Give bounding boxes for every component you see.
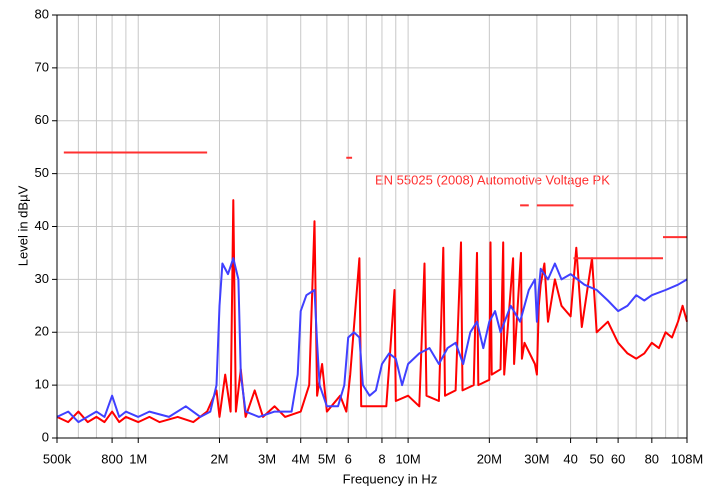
x-tick-label: 800: [101, 451, 123, 466]
x-tick-label: 40: [563, 451, 577, 466]
y-tick-label: 80: [35, 6, 49, 21]
plot-frame: [56, 14, 688, 439]
x-tick-label: 80: [645, 451, 659, 466]
x-tick-label: 10M: [395, 451, 420, 466]
x-tick-label: 4M: [292, 451, 310, 466]
x-tick-label: 3M: [258, 451, 276, 466]
x-tick-label: 2M: [210, 451, 228, 466]
y-tick-label: 10: [35, 377, 49, 392]
y-tick-label: 70: [35, 59, 49, 74]
y-tick-label: 30: [35, 271, 49, 286]
y-axis-label: Level in dBµV: [15, 185, 30, 266]
x-tick-label: 30M: [524, 451, 549, 466]
x-tick-label: 108M: [671, 451, 704, 466]
x-tick-label: 50: [590, 451, 604, 466]
y-tick-label: 40: [35, 218, 49, 233]
y-tick-label: 20: [35, 324, 49, 339]
x-tick-label: 1M: [129, 451, 147, 466]
x-tick-label: 8: [378, 451, 385, 466]
y-tick-label: 50: [35, 165, 49, 180]
x-tick-label: 5M: [318, 451, 336, 466]
x-tick-label: 20M: [477, 451, 502, 466]
x-tick-label: 60: [611, 451, 625, 466]
y-tick-label: 0: [42, 429, 49, 444]
x-tick-label: 500k: [43, 451, 72, 466]
limit-annotation: EN 55025 (2008) Automotive Voltage PK: [375, 172, 610, 187]
y-tick-label: 60: [35, 112, 49, 127]
series-line: [56, 199, 688, 424]
x-axis-label: Frequency in Hz: [343, 471, 438, 486]
x-tick-label: 6: [345, 451, 352, 466]
series-line: [56, 257, 688, 424]
